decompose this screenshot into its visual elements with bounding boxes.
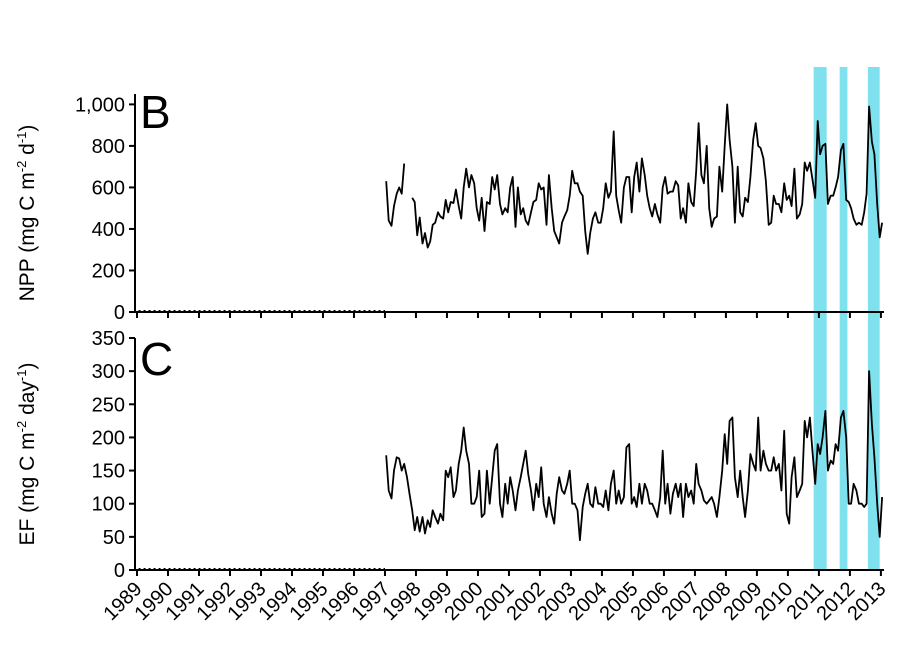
y-tick-label: 400 (92, 219, 125, 241)
y-tick-label: 0 (114, 302, 125, 324)
series-line-segment-1 (385, 370, 883, 542)
series-line-segment-2 (411, 103, 883, 255)
y-tick-label: 300 (92, 361, 125, 383)
y-tick-label: 1,000 (75, 94, 125, 116)
y-tick-label: 250 (92, 394, 125, 416)
series-npp (385, 103, 883, 255)
y-tick-label: 100 (92, 494, 125, 516)
y-tick-label: 0 (114, 560, 125, 582)
panel-c: C EF (mg C m-2 day-1) 0 50 100 150 200 250 300… (14, 328, 884, 582)
series-line-segment-1 (385, 163, 406, 227)
y-ticks-ef: 0 50 100 150 200 250 300 350 (92, 328, 135, 582)
series-ef (385, 370, 883, 542)
y-ticks-npp: 0 200 400 600 800 1,000 (75, 94, 135, 324)
y-tick-label: 350 (92, 328, 125, 350)
y-tick-label: 50 (103, 527, 125, 549)
y-tick-label: 200 (92, 427, 125, 449)
y-tick-label: 200 (92, 260, 125, 282)
panel-label-c: C (140, 333, 173, 385)
highlight-band-3 (867, 67, 880, 570)
y-axis-title-npp: NPP (mg C m-2 d-1) (14, 125, 39, 302)
highlight-band-2 (839, 67, 848, 570)
panel-b: B NPP (mg C m-2 d-1) 0 200 400 600 800 1,000 (14, 86, 884, 324)
y-tick-label: 800 (92, 136, 125, 158)
x-axis-years: 1989199019911992199319941995199619971998… (100, 578, 891, 625)
panel-label-b: B (140, 86, 171, 138)
y-axis-title-ef: EF (mg C m-2 day-1) (14, 363, 39, 546)
y-tick-label: 600 (92, 177, 125, 199)
highlight-bands (813, 67, 880, 570)
y-tick-label: 150 (92, 461, 125, 483)
